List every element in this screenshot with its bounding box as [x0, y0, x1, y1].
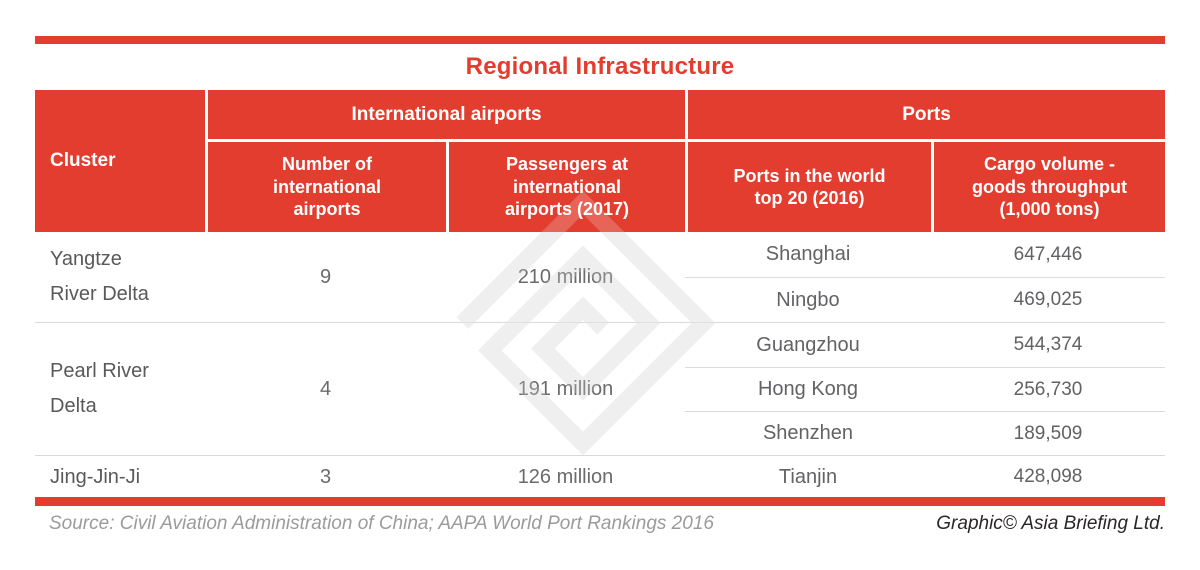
ports-list: Guangzhou 544,374 Hong Kong 256,730 Shen…	[685, 323, 1165, 455]
cluster-label: Yangtze River Delta	[35, 232, 205, 322]
graphic-credit: Graphic© Asia Briefing Ltd.	[936, 513, 1165, 534]
passenger-count: 126 million	[517, 465, 614, 488]
table-row: Jing-Jin-Ji 3 126 million Tianjin 428,09…	[35, 455, 1165, 498]
port-cargo-value: 189,509	[1013, 422, 1083, 444]
header-ports-world-top20: Ports in the world top 20 (2016)	[688, 142, 931, 232]
port-name: Guangzhou	[756, 333, 860, 356]
port-row: Shanghai 647,446	[685, 232, 1165, 277]
cluster-label-text: Pearl River Delta	[50, 360, 149, 417]
airport-count: 9	[319, 265, 332, 288]
table-header: Cluster International airports Ports Num…	[35, 90, 1165, 232]
header-cargo-volume: Cargo volume - goods throughput (1,000 t…	[934, 142, 1165, 232]
port-name: Hong Kong	[757, 378, 859, 400]
port-name: Shanghai	[765, 243, 851, 265]
source-note: Source: Civil Aviation Administration of…	[49, 513, 714, 534]
port-cargo-value: 544,374	[1013, 334, 1083, 355]
port-cargo-value: 469,025	[1013, 289, 1083, 310]
cluster-label: Jing-Jin-Ji	[35, 456, 205, 498]
port-row: Tianjin 428,098	[685, 456, 1165, 498]
header-number-of-international-airports: Number of international airports	[208, 142, 446, 232]
top-accent-bar	[35, 36, 1165, 44]
port-name: Tianjin	[778, 465, 838, 488]
table-body: Yangtze River Delta 9 210 million Shangh…	[35, 232, 1165, 498]
airport-count: 3	[319, 465, 332, 488]
cluster-label: Pearl River Delta	[35, 323, 205, 455]
cluster-label-text: Jing-Jin-Ji	[50, 465, 141, 488]
footer: Source: Civil Aviation Administration of…	[35, 513, 1165, 535]
port-cargo-value: 647,446	[1013, 243, 1083, 265]
table-row: Yangtze River Delta 9 210 million Shangh…	[35, 232, 1165, 322]
bottom-accent-bar	[35, 497, 1165, 506]
port-cargo-value: 428,098	[1013, 466, 1083, 487]
port-name: Shenzhen	[762, 422, 854, 444]
header-group-ports: Ports	[688, 90, 1165, 139]
passenger-count: 210 million	[517, 265, 614, 288]
cluster-label-text: Yangtze River Delta	[50, 248, 149, 305]
ports-list: Shanghai 647,446 Ningbo 469,025	[685, 232, 1165, 322]
header-passengers-international-airports: Passengers at international airports (20…	[449, 142, 685, 232]
port-row: Shenzhen 189,509	[685, 411, 1165, 455]
table-row: Pearl River Delta 4 191 million Guangzho…	[35, 322, 1165, 455]
header-cluster: Cluster	[35, 90, 205, 232]
port-row: Hong Kong 256,730	[685, 367, 1165, 411]
airport-count: 4	[319, 377, 332, 400]
port-row: Ningbo 469,025	[685, 277, 1165, 322]
page-title: Regional Infrastructure	[465, 53, 735, 80]
port-name: Ningbo	[776, 288, 840, 311]
port-cargo-value: 256,730	[1013, 378, 1083, 400]
passenger-count: 191 million	[517, 377, 614, 400]
port-row: Guangzhou 544,374	[685, 323, 1165, 367]
ports-list: Tianjin 428,098	[685, 456, 1165, 498]
header-group-international-airports: International airports	[208, 90, 685, 139]
